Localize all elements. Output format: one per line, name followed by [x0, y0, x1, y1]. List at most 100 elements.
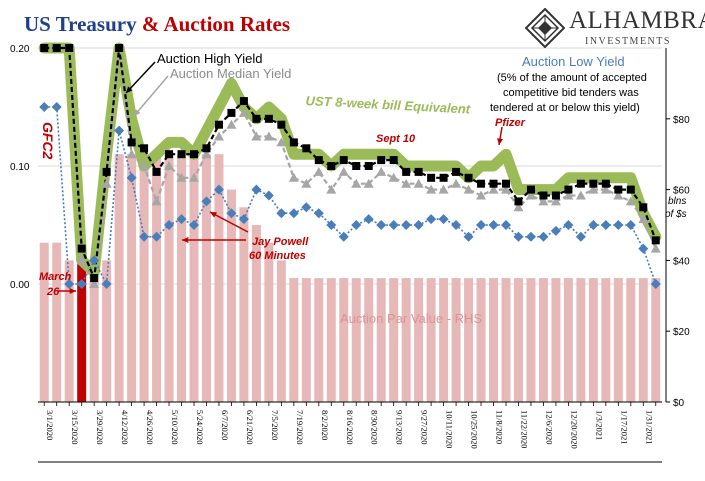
alhambra-logo: ALHAMBRA INVESTMENTS	[525, 6, 705, 50]
par-bar	[351, 278, 361, 402]
x-tick-label: 7/19/2020	[295, 410, 305, 444]
median-yield-point	[625, 196, 636, 206]
high-yield-point	[202, 144, 211, 153]
high-yield-point	[651, 236, 660, 245]
high-yield-point	[327, 162, 336, 170]
legend-low-note-1: (5% of the amount of accepted	[497, 72, 647, 84]
high-yield-point	[489, 179, 498, 188]
median-yield-point	[426, 184, 437, 194]
median-yield-point	[363, 178, 374, 188]
title-part-2: & Auction Rates	[141, 12, 291, 36]
powell-arrow-1	[209, 211, 249, 233]
x-tick-label: 1/31/2021	[644, 410, 654, 444]
high-yield-point	[564, 185, 573, 194]
legend-low-note-3: tendered at or below this yield)	[490, 102, 640, 114]
par-bar	[52, 242, 62, 402]
median-yield-point	[76, 255, 87, 265]
x-tick-label: 7/5/2020	[270, 410, 280, 440]
annotation-gfc2: GFC2	[40, 122, 56, 160]
low-yield-point	[114, 125, 125, 136]
legend-high: Auction High Yield	[157, 51, 263, 66]
axes: 3/1/2020 3/15/2020 3/29/2020 4/12/2020 4/26/…	[10, 44, 690, 463]
x-tick-label: 12/20/2020	[569, 410, 579, 449]
median-yield-point	[501, 184, 511, 194]
high-yield-point	[40, 44, 49, 52]
annotation-sept: Sept 10	[376, 133, 416, 145]
x-tick-label: 8/30/2020	[370, 410, 380, 444]
low-yield-point	[201, 196, 212, 207]
y-right-tick-label: $60	[673, 186, 690, 197]
high-yield-point	[352, 162, 361, 170]
median-yield-point	[351, 178, 362, 188]
par-bar	[152, 154, 162, 402]
x-tick-label: 9/13/2020	[395, 410, 405, 444]
median-yield-point	[438, 184, 449, 194]
pfizer-arrow-head	[497, 138, 504, 145]
high-yield-point	[589, 179, 598, 188]
low-yield-point	[213, 184, 224, 195]
low-yield-point	[76, 279, 87, 289]
x-tick-label: 4/26/2020	[145, 410, 155, 444]
par-bar	[64, 260, 74, 402]
median-yield-point	[538, 196, 549, 206]
par-bar	[401, 278, 411, 402]
high-yield-point	[377, 156, 386, 165]
high-yield-point	[576, 179, 585, 188]
par-bar	[239, 207, 249, 402]
low-yield-point	[650, 279, 661, 289]
y-left-tick-label: 0.10	[10, 162, 30, 173]
par-value-bars	[39, 154, 661, 402]
par-bar	[326, 278, 336, 402]
par-bar	[177, 154, 187, 402]
par-bar	[289, 278, 299, 402]
annotation-arrows	[58, 61, 504, 295]
low-yield-point	[51, 102, 62, 112]
high-yield-point	[127, 138, 136, 147]
median-yield-point	[550, 196, 561, 206]
high-yield-point	[551, 191, 560, 200]
median-yield-point	[488, 184, 499, 194]
par-bar	[339, 278, 349, 402]
low-yield-point	[550, 225, 561, 236]
high-yield-point	[152, 167, 161, 176]
annotation-march: March	[39, 271, 72, 283]
median-yield-point	[151, 196, 162, 206]
x-tick-label: 5/24/2020	[195, 410, 205, 444]
median-yield-point	[189, 172, 199, 182]
high-yield-point	[514, 197, 523, 206]
high-yield-point	[289, 138, 298, 147]
annotation-march-day: 26	[47, 286, 60, 298]
x-tick-label: 6/7/2020	[220, 410, 230, 440]
median-yield-point	[413, 178, 424, 188]
median-yield-point	[101, 178, 112, 188]
par-bar	[389, 278, 399, 402]
median-yield-point	[238, 107, 249, 117]
par-bar	[89, 260, 99, 402]
high-yield-point	[165, 150, 174, 159]
median-yield-point	[326, 184, 337, 194]
low-yield-point	[363, 214, 374, 225]
x-tick-label: 1/17/2021	[619, 410, 629, 444]
annotation-powell-2: 60 Minutes	[249, 250, 306, 262]
low-yield-point	[426, 214, 437, 225]
low-yield-point	[226, 208, 237, 219]
x-tick-label: 1/3/2021	[594, 410, 604, 440]
par-bar	[588, 278, 598, 402]
par-bar	[39, 242, 49, 402]
high-yield-point	[65, 44, 74, 52]
x-tick-label: 10/11/2020	[445, 410, 455, 448]
median-yield-point	[226, 119, 237, 129]
high-yield-point	[414, 167, 423, 176]
low-yield-point	[625, 220, 636, 230]
par-bar	[451, 278, 461, 402]
powell-arrow-2-head	[182, 236, 189, 244]
high-yield-point	[452, 167, 461, 176]
x-tick-label: 6/21/2020	[245, 410, 255, 444]
par-bar	[276, 260, 286, 402]
high-yield-point	[77, 244, 86, 253]
median-yield-point	[401, 178, 412, 188]
high-yield-point	[277, 120, 286, 129]
x-tick-label: 8/2/2020	[320, 410, 330, 440]
x-tick-label: 3/29/2020	[95, 410, 105, 444]
low-yield-point	[638, 243, 649, 254]
